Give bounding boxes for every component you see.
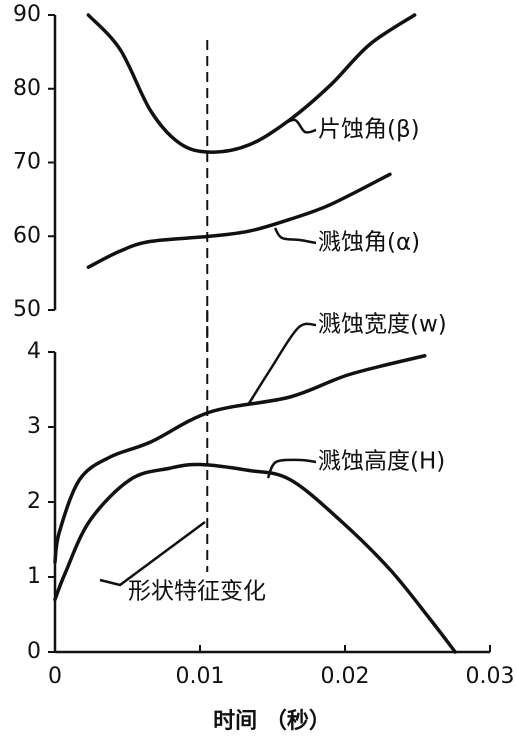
y-tick-label: 60 [13, 223, 41, 248]
series-line [53, 462, 457, 654]
x-tick-label: 0 [48, 664, 62, 689]
series-label: 溅蚀角(α) [318, 230, 420, 256]
x-axis-label: 时间 （秒） [213, 709, 331, 734]
label-leader [266, 458, 317, 479]
annotation: 形状特征变化 [128, 579, 266, 605]
y-tick-label: 3 [27, 414, 41, 439]
series-label: 溅蚀宽度(w) [318, 312, 447, 338]
y-tick-label: 0 [27, 639, 41, 664]
y-tick-label: 80 [13, 76, 41, 101]
x-tick-label: 0.02 [321, 664, 370, 689]
series-label: 溅蚀高度(H) [318, 449, 445, 475]
y-tick-label: 1 [27, 564, 41, 589]
y-tick-label: 2 [27, 489, 41, 514]
label-leader [246, 322, 317, 406]
label-leader [281, 118, 317, 134]
x-tick-label: 0.03 [466, 664, 515, 689]
y-tick-label: 70 [13, 150, 41, 175]
y-tick-label: 4 [27, 339, 41, 364]
x-tick-label: 0.01 [176, 664, 225, 689]
series-line [86, 172, 392, 269]
y-tick-label: 50 [13, 297, 41, 322]
y-tick-label: 90 [13, 2, 41, 27]
series-line [53, 354, 427, 564]
series-line [86, 13, 417, 154]
series-label: 片蚀角(β) [318, 117, 420, 143]
annotation-leader [99, 520, 206, 587]
label-leader [273, 227, 317, 245]
